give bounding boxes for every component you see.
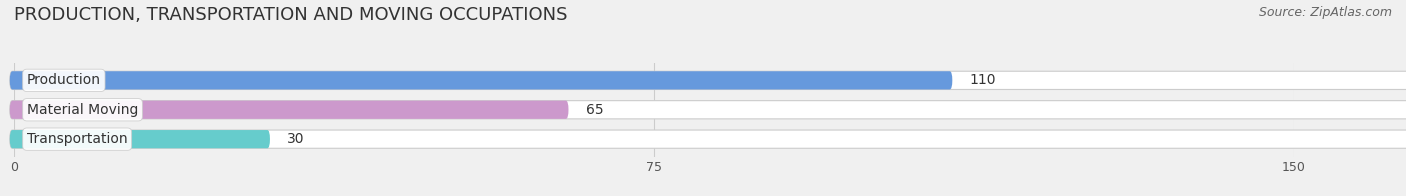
Text: Transportation: Transportation	[27, 132, 128, 146]
FancyBboxPatch shape	[10, 101, 568, 119]
Text: PRODUCTION, TRANSPORTATION AND MOVING OCCUPATIONS: PRODUCTION, TRANSPORTATION AND MOVING OC…	[14, 6, 568, 24]
Text: Production: Production	[27, 73, 101, 87]
Text: 30: 30	[287, 132, 305, 146]
FancyBboxPatch shape	[10, 130, 1406, 148]
Text: 110: 110	[969, 73, 995, 87]
Text: 65: 65	[585, 103, 603, 117]
FancyBboxPatch shape	[10, 71, 1406, 89]
FancyBboxPatch shape	[10, 101, 1406, 119]
Text: Source: ZipAtlas.com: Source: ZipAtlas.com	[1258, 6, 1392, 19]
FancyBboxPatch shape	[10, 71, 952, 89]
Text: Material Moving: Material Moving	[27, 103, 138, 117]
FancyBboxPatch shape	[10, 130, 270, 148]
